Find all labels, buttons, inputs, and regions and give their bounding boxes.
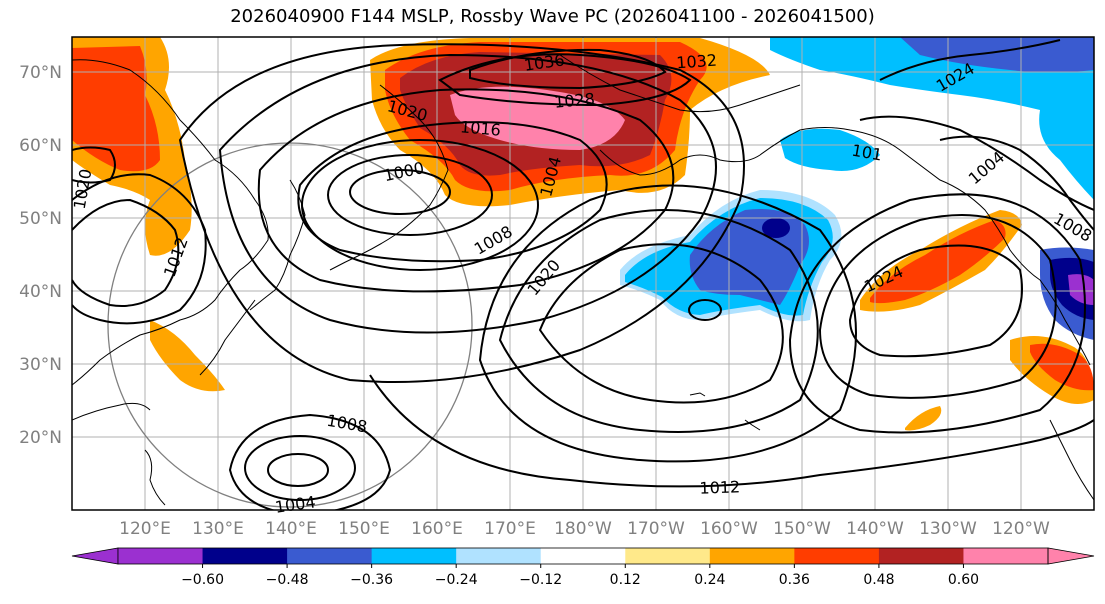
colorbar-tick-label: −0.60 — [181, 572, 224, 588]
lon-label: 170°W — [627, 519, 685, 539]
negative-anomaly-northeast — [770, 37, 1094, 200]
lat-label: 20°N — [19, 428, 62, 448]
colorbar-swatch — [794, 548, 880, 564]
negative-anomaly-purple — [1068, 274, 1094, 305]
colorbar-tick-label: 0.36 — [779, 572, 810, 588]
lon-label: 180°W — [554, 519, 612, 539]
colorbar-swatch — [371, 548, 457, 564]
colorbar-tick-label: −0.24 — [435, 572, 478, 588]
colorbar-tick-label: 0.24 — [694, 572, 725, 588]
plot-frame — [71, 36, 1095, 511]
lon-label: 140°E — [265, 519, 317, 539]
lat-label: 50°N — [19, 209, 62, 229]
lon-label: 150°W — [773, 519, 831, 539]
anomaly-shading — [72, 37, 1094, 431]
lon-label: 160°W — [700, 519, 758, 539]
colorbar-extend-low — [71, 547, 119, 565]
positive-anomaly-japan — [150, 320, 225, 392]
lat-label: 60°N — [19, 136, 62, 156]
colorbar-swatch — [202, 548, 288, 564]
contour-label: 1032 — [676, 51, 718, 73]
colorbar-tick-label: 0.60 — [948, 572, 979, 588]
reference-circle — [107, 142, 473, 508]
colorbar-swatch — [709, 548, 795, 564]
contour-label: 1012 — [699, 477, 740, 497]
negative-anomaly-pacific-core — [762, 218, 790, 238]
lat-label: 70°N — [19, 63, 62, 83]
isobar-contours — [72, 39, 1094, 510]
colorbar-swatch — [287, 548, 373, 564]
colorbar-tick-label: −0.36 — [350, 572, 393, 588]
colorbar-frame — [117, 547, 1049, 565]
colorbar-swatch — [963, 548, 1049, 564]
lon-label: 130°W — [919, 519, 977, 539]
colorbar-swatch — [878, 548, 964, 564]
positive-anomaly-westcoast-2 — [870, 220, 1006, 304]
contour-label: 1016 — [459, 117, 501, 139]
latitude-labels: 70°N 60°N 50°N 40°N 30°N 20°N — [19, 63, 62, 448]
colorbar-extend-high — [1047, 547, 1095, 565]
colorbar: −0.60 −0.48 −0.36 −0.24 −0.12 0.12 0.24 0.36 0.4… — [71, 547, 1095, 588]
lat-label: 40°N — [19, 282, 62, 302]
lon-label: 120°W — [992, 519, 1050, 539]
colorbar-swatch — [456, 548, 542, 564]
lat-label: 30°N — [19, 355, 62, 375]
longitude-labels: 120°E 130°E 140°E 150°E 160°E 170°E 180°… — [119, 519, 1050, 539]
colorbar-swatch — [540, 548, 626, 564]
colorbar-tick-label: 0.12 — [610, 572, 641, 588]
positive-anomaly-siberia-2 — [72, 46, 160, 172]
lon-label: 140°W — [846, 519, 904, 539]
lon-label: 170°E — [484, 519, 536, 539]
colorbar-tick-label: −0.48 — [266, 572, 309, 588]
negative-anomaly-gulf — [780, 128, 880, 171]
contour-label: 1028 — [553, 89, 595, 111]
colorbar-swatch — [625, 548, 711, 564]
lon-label: 150°E — [338, 519, 390, 539]
lon-label: 160°E — [411, 519, 463, 539]
lon-label: 120°E — [119, 519, 171, 539]
colorbar-tick-label: −0.12 — [519, 572, 562, 588]
lon-label: 130°E — [192, 519, 244, 539]
colorbar-tick-label: 0.48 — [863, 572, 894, 588]
positive-anomaly-north-core — [450, 86, 625, 150]
colorbar-swatch — [118, 548, 204, 564]
map-title: 2026040900 F144 MSLP, Rossby Wave PC (20… — [230, 6, 875, 27]
positive-anomaly-small — [905, 406, 942, 431]
